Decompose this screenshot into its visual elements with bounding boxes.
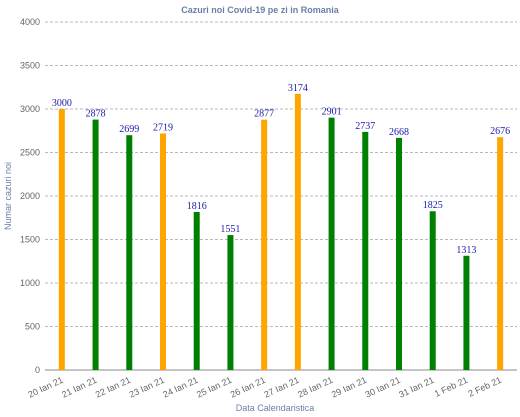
data-label: 2737 <box>355 121 375 132</box>
bar <box>126 135 133 370</box>
x-tick-label: 22 Ian 21 <box>94 375 132 400</box>
y-tick-label: 3500 <box>20 61 40 71</box>
y-tick-label: 1500 <box>20 235 40 245</box>
bar <box>497 137 504 370</box>
bar <box>58 109 65 370</box>
data-label: 3174 <box>288 83 308 94</box>
x-tick-label: 2 Feb 21 <box>467 375 503 399</box>
bar <box>362 131 369 370</box>
bar <box>328 117 335 370</box>
bar <box>463 255 470 370</box>
y-axis-ticks: 0 500 1000 1500 2000 2500 3000 3500 4000 <box>20 17 40 375</box>
bar <box>160 133 166 370</box>
y-tick-label: 500 <box>25 322 40 332</box>
bar <box>294 93 301 370</box>
x-tick-label: 24 Ian 21 <box>161 375 199 400</box>
x-tick-label: 26 Ian 21 <box>229 375 267 400</box>
bar <box>193 212 200 370</box>
data-label: 3000 <box>52 98 72 109</box>
data-label: 1825 <box>423 200 443 211</box>
bar <box>429 211 436 370</box>
x-tick-label: 27 Ian 21 <box>262 375 300 400</box>
x-tick-label: 30 Ian 21 <box>364 375 402 400</box>
x-tick-label: 29 Ian 21 <box>330 375 368 400</box>
data-labels: 3000 2878 2699 2719 1816 1551 2877 3174 2901 2737… <box>52 83 510 256</box>
y-tick-label: 1000 <box>20 278 40 288</box>
x-tick-label: 23 Ian 21 <box>128 375 166 400</box>
chart-title: Cazuri noi Covid-19 pe zi in Romania <box>181 5 340 15</box>
x-tick-label: 31 Ian 21 <box>397 375 435 400</box>
data-label: 2699 <box>119 124 139 135</box>
data-label: 2676 <box>490 126 510 137</box>
x-tick-label: 28 Ian 21 <box>296 375 334 400</box>
grid-lines <box>45 21 517 371</box>
data-label: 1313 <box>456 245 476 256</box>
y-tick-label: 4000 <box>20 17 40 27</box>
bar <box>396 137 402 370</box>
y-tick-label: 2000 <box>20 191 40 201</box>
bar <box>261 119 268 371</box>
data-label: 2877 <box>254 109 274 120</box>
data-label: 1551 <box>220 224 240 235</box>
x-axis-title: Data Calendaristica <box>236 403 315 413</box>
y-tick-label: 3000 <box>20 104 40 114</box>
bar <box>227 235 234 370</box>
x-tick-label: 1 Feb 21 <box>433 375 469 399</box>
data-label: 2668 <box>389 127 409 138</box>
y-tick-label: 2500 <box>20 148 40 158</box>
x-tick-label: 21 Ian 21 <box>60 375 98 400</box>
x-tick-label: 20 Ian 21 <box>26 375 64 400</box>
bars <box>58 93 504 371</box>
data-label: 2878 <box>86 109 106 120</box>
y-axis-title: Numar cazuri noi <box>3 162 13 230</box>
data-label: 1816 <box>187 201 207 212</box>
data-label: 2719 <box>153 122 173 133</box>
bar <box>92 119 99 370</box>
x-tick-label: 25 Ian 21 <box>195 375 233 400</box>
data-label: 2901 <box>322 107 342 118</box>
y-tick-label: 0 <box>35 365 40 375</box>
